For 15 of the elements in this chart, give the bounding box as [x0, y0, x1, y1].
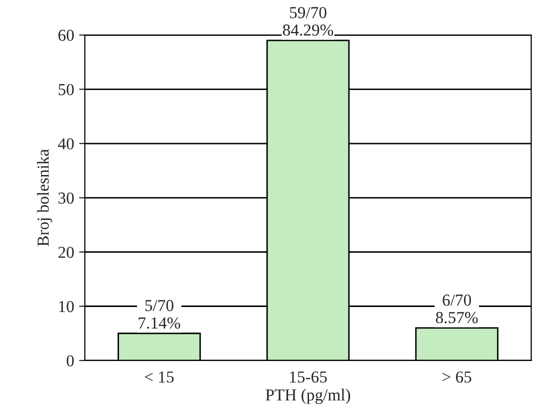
- data-label: 5/70 7.14%: [138, 300, 180, 329]
- y-tick-label: 30: [58, 192, 74, 204]
- x-tick-label: 15-65: [290, 371, 327, 383]
- y-tick-label: 60: [58, 30, 74, 41]
- data-label: 59/70 84.29%: [282, 6, 334, 36]
- x-tick-label: < 15: [144, 371, 174, 383]
- x-axis-title: PTH (pg/ml): [266, 388, 350, 404]
- y-tick-label: 50: [58, 84, 74, 96]
- y-tick-label: 20: [58, 246, 74, 258]
- y-tick-label: 10: [59, 300, 74, 312]
- x-tick-label: > 65: [442, 371, 472, 383]
- y-tick-label: 0: [66, 355, 74, 366]
- y-axis-title: Broj bolesnika: [37, 149, 52, 246]
- y-tick-label: 40: [58, 138, 74, 150]
- data-label: 6/70 8.57%: [436, 294, 478, 324]
